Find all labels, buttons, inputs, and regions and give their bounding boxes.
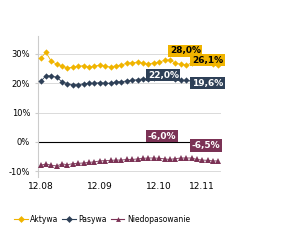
- Legend: Aktywa, Pasywa, Niedopasowanie: Aktywa, Pasywa, Niedopasowanie: [11, 212, 193, 227]
- Text: 26,1%: 26,1%: [192, 56, 223, 64]
- Text: -6,5%: -6,5%: [192, 141, 221, 150]
- Text: 28,0%: 28,0%: [170, 47, 201, 55]
- Text: 19,6%: 19,6%: [192, 79, 223, 88]
- Text: -6,0%: -6,0%: [148, 131, 176, 141]
- Text: 22,0%: 22,0%: [148, 71, 179, 79]
